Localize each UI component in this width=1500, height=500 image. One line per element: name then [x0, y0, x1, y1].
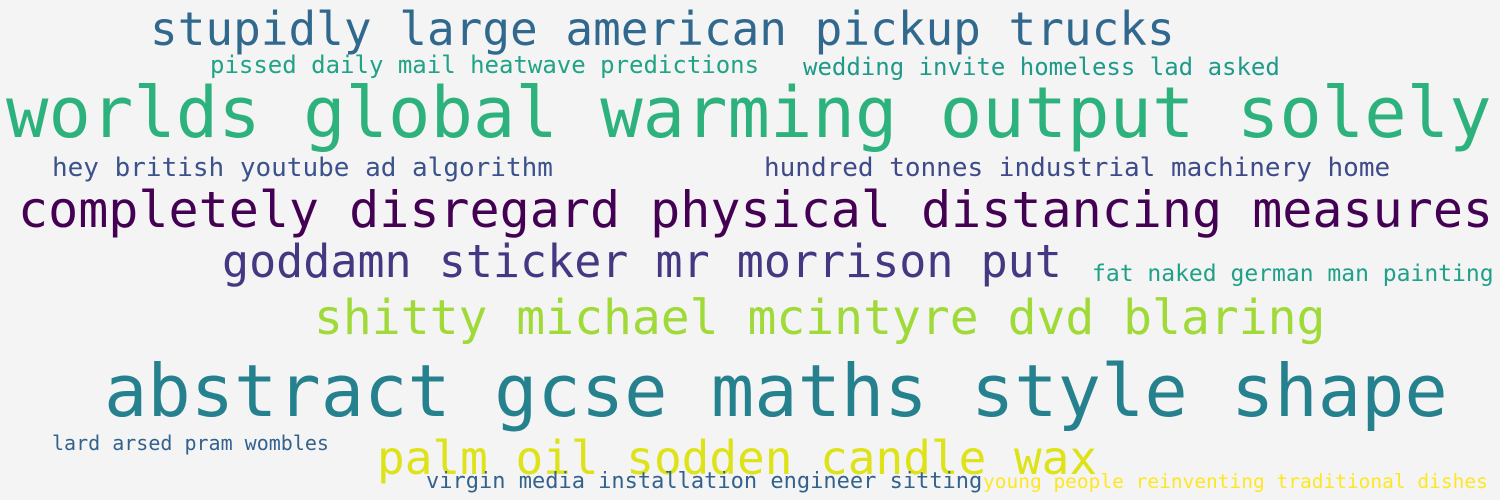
word-cloud-phrase: stupidly large american pickup trucks: [150, 2, 1175, 56]
word-cloud-phrase: fat naked german man painting: [1092, 261, 1494, 287]
word-cloud-phrase: shitty michael mcintyre dvd blaring: [314, 290, 1326, 346]
word-cloud-phrase: abstract gcse maths style shape: [104, 349, 1448, 433]
word-cloud-phrase: lard arsed pram wombles: [52, 431, 329, 455]
word-cloud-phrase: goddamn sticker mr morrison put: [222, 235, 1062, 288]
word-cloud-phrase: pissed daily mail heatwave predictions: [210, 51, 760, 79]
word-cloud-phrase: hundred tonnes industrial machinery home: [764, 153, 1391, 183]
word-cloud-phrase: wedding invite homeless lad asked: [803, 53, 1280, 81]
word-cloud-phrase: virgin media installation engineer sitti…: [426, 469, 983, 494]
word-cloud-phrase: young people reinventing traditional dis…: [983, 470, 1488, 493]
word-cloud-phrase: hey british youtube ad algorithm: [52, 153, 553, 183]
word-cloud-phrase: worlds global warming output solely: [6, 72, 1492, 154]
word-cloud-phrase: completely disregard physical distancing…: [18, 181, 1494, 239]
word-cloud-phrase: palm oil sodden candle wax: [377, 431, 1098, 485]
